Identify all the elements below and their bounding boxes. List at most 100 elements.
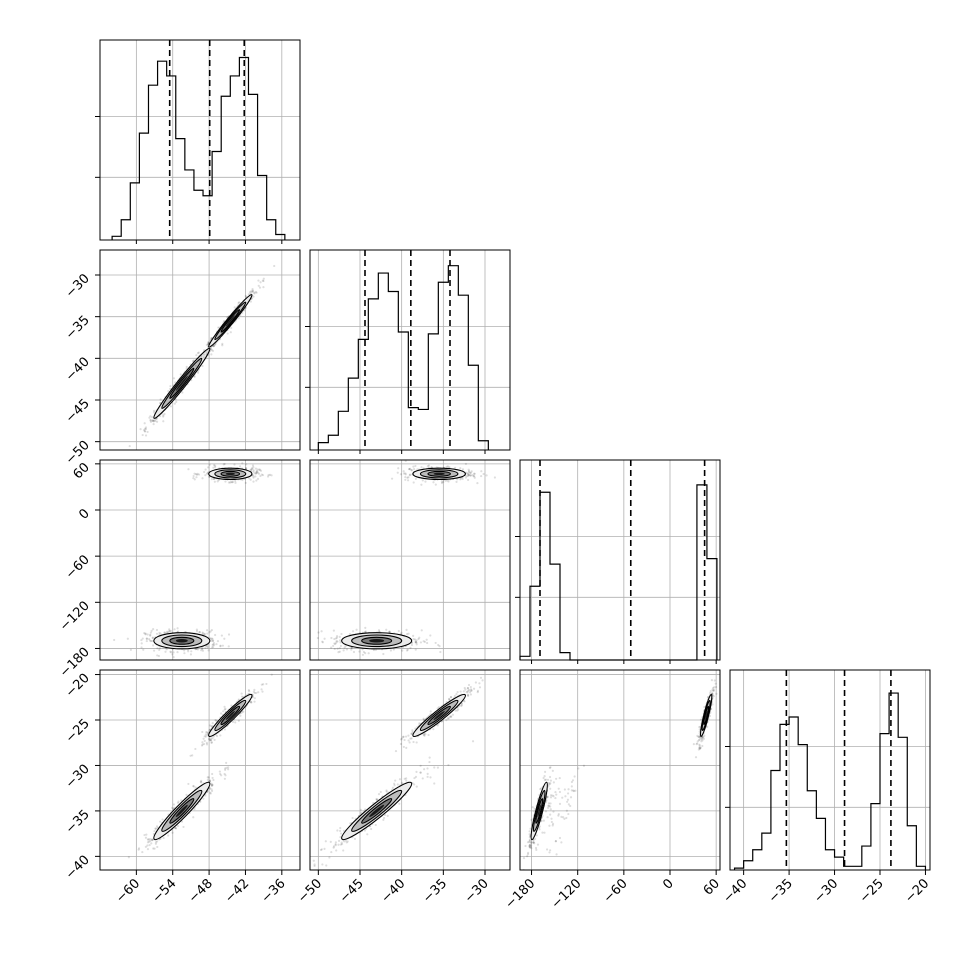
sample-point xyxy=(466,693,469,696)
sample-point xyxy=(396,783,399,786)
y-tick-label: −35 xyxy=(63,807,93,837)
sample-point xyxy=(417,637,420,641)
sample-point xyxy=(570,780,573,784)
sample-point xyxy=(697,735,700,738)
sample-point xyxy=(252,480,255,483)
sample-point xyxy=(202,353,206,356)
panel-frame xyxy=(99,669,301,871)
sample-point xyxy=(426,465,429,468)
sample-point xyxy=(699,718,703,721)
sample-point xyxy=(530,844,533,847)
sample-point xyxy=(699,746,702,749)
sample-point xyxy=(338,647,341,650)
sample-point xyxy=(201,741,204,744)
sample-point xyxy=(459,467,462,470)
sample-point xyxy=(222,463,225,466)
sample-point xyxy=(438,645,441,648)
sample-point xyxy=(147,838,150,841)
sample-point xyxy=(405,779,408,782)
histogram-panel-3 xyxy=(729,669,931,871)
sample-point xyxy=(128,444,131,448)
sample-point xyxy=(207,649,210,652)
sample-point xyxy=(162,414,165,417)
sample-point xyxy=(176,801,180,804)
sample-point xyxy=(697,748,700,751)
sample-point xyxy=(709,690,712,693)
sample-point xyxy=(190,650,193,653)
sample-point xyxy=(189,754,192,757)
sample-point xyxy=(212,466,215,469)
sample-point xyxy=(216,480,219,483)
sample-point xyxy=(429,710,432,713)
sample-point xyxy=(142,648,145,651)
sample-point xyxy=(249,478,252,481)
y-tick-label: 0 xyxy=(76,506,92,522)
sample-point xyxy=(351,630,355,633)
sample-point xyxy=(534,846,538,850)
sample-point xyxy=(364,808,367,811)
sample-point xyxy=(398,802,401,805)
sample-point xyxy=(339,835,342,839)
sample-point xyxy=(210,741,213,744)
sample-point xyxy=(582,764,586,767)
sample-point xyxy=(258,468,261,471)
sample-point xyxy=(255,470,258,473)
sample-point xyxy=(251,288,254,291)
sample-point xyxy=(699,746,702,749)
sample-point xyxy=(420,466,423,469)
sample-point xyxy=(157,654,161,658)
sample-point xyxy=(407,476,410,479)
sample-point xyxy=(440,481,444,485)
sample-point xyxy=(460,704,463,707)
sample-point xyxy=(198,631,201,634)
sample-point xyxy=(172,651,175,654)
sample-point xyxy=(453,694,456,698)
sample-point xyxy=(140,638,143,642)
sample-cloud xyxy=(522,764,586,870)
sample-point xyxy=(148,416,151,419)
sample-point xyxy=(532,841,535,844)
sample-point xyxy=(169,387,172,390)
sample-point xyxy=(698,747,701,750)
panel-frame xyxy=(309,669,511,871)
density-contour xyxy=(433,710,445,720)
sample-point xyxy=(403,777,406,780)
sample-point xyxy=(194,473,198,476)
sample-point xyxy=(176,627,179,630)
sample-point xyxy=(350,646,353,650)
sample-point xyxy=(239,714,242,717)
sample-point xyxy=(337,843,340,846)
sample-point xyxy=(405,649,409,652)
sample-point xyxy=(201,647,204,650)
sample-point xyxy=(413,638,417,641)
sample-point xyxy=(320,630,323,633)
sample-point xyxy=(237,301,240,305)
sample-point xyxy=(432,481,435,484)
sample-point xyxy=(149,639,153,643)
sample-point xyxy=(194,786,197,789)
sample-point xyxy=(200,649,203,652)
sample-point xyxy=(528,840,531,843)
sample-point xyxy=(474,681,477,684)
sample-point xyxy=(415,639,418,642)
sample-point xyxy=(415,643,418,646)
sample-point xyxy=(342,849,345,852)
sample-point xyxy=(466,474,470,478)
sample-point xyxy=(388,630,391,634)
sample-point xyxy=(413,467,416,471)
sample-point xyxy=(448,715,451,718)
sample-point xyxy=(468,474,471,477)
sample-point xyxy=(406,648,409,651)
sample-point xyxy=(233,463,236,466)
sample-point xyxy=(549,808,552,811)
sample-point xyxy=(254,472,258,475)
sample-point xyxy=(195,628,199,631)
sample-point xyxy=(401,649,404,652)
sample-point xyxy=(221,342,224,345)
sample-point xyxy=(456,709,459,712)
sample-point xyxy=(459,478,462,481)
sample-point xyxy=(210,353,213,356)
sample-point xyxy=(558,790,562,794)
sample-point xyxy=(543,774,546,778)
sample-point xyxy=(548,766,551,769)
